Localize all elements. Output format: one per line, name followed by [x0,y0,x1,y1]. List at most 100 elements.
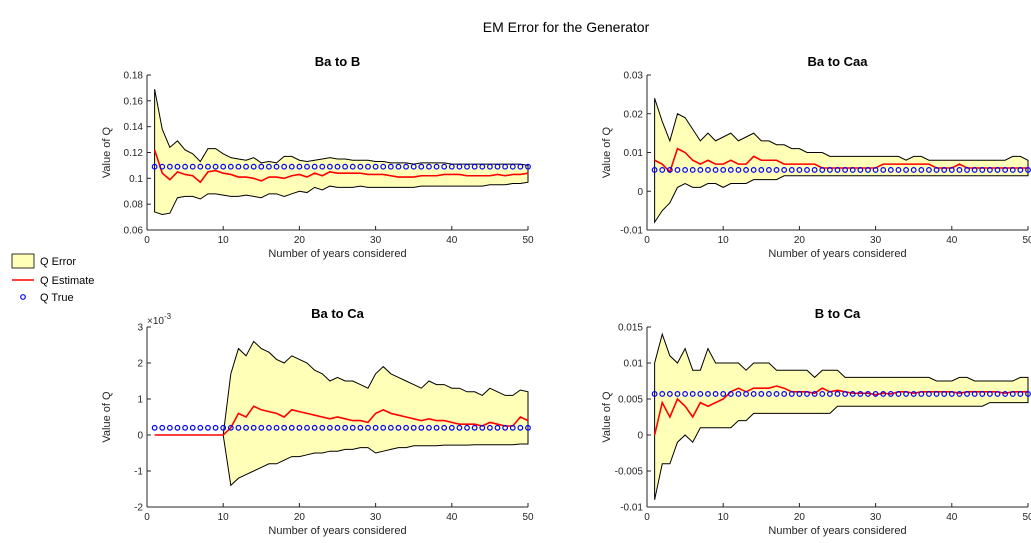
y-tick-label: -0.005 [615,467,644,478]
true-marker [387,424,394,431]
true-marker [494,424,501,431]
true-marker [720,167,727,173]
x-tick-label: 40 [446,512,458,523]
true-marker [1002,391,1009,397]
x-tick-label: 20 [294,512,306,523]
true-marker [281,424,288,431]
x-tick-label: 40 [946,512,958,523]
true-marker [689,167,696,173]
x-tick-label: 20 [794,235,806,246]
true-marker [448,163,455,170]
true-marker [174,163,181,170]
true-marker [471,424,478,431]
true-marker [288,424,295,431]
true-marker [266,424,272,431]
true-marker [865,391,871,397]
true-marker [197,163,204,170]
true-marker [326,163,333,170]
x-tick-label: 10 [218,512,230,523]
true-marker [834,391,841,397]
subplot-3: 0 10 20 30 40 50 -2 -1 0 1 2 3 ×10-3 Ba to Ca Number o… [101,306,534,537]
true-marker [410,163,417,170]
true-marker [750,167,757,173]
y-tick-label: 1 [137,395,143,406]
x-tick-label: 30 [370,235,382,246]
true-marker [380,163,387,170]
true-marker [682,391,688,397]
true-marker [220,424,227,431]
x-tick-label: 50 [1022,512,1031,523]
subplot-title: Ba to Caa [808,54,869,69]
x-tick-label: 30 [870,235,882,246]
true-marker [910,391,917,397]
true-marker [857,167,864,173]
true-marker [311,424,318,431]
y-tick-label: 0 [637,431,643,442]
x-tick-label: 40 [446,235,458,246]
y-tick-label: 0.1 [129,174,143,185]
true-marker [651,391,658,397]
legend: Q Error Q Estimate Q True [11,253,94,304]
true-marker [326,424,333,431]
true-marker [166,163,173,170]
y-tick-label: -0.01 [620,503,643,514]
x-tick-label: 0 [644,235,650,246]
true-marker [182,424,189,431]
true-marker [349,424,356,431]
true-marker [834,167,841,173]
true-marker [227,424,234,431]
true-marker [174,424,181,431]
true-marker [926,391,932,397]
true-marker [987,391,993,397]
true-marker [682,167,688,173]
true-marker [727,391,734,397]
y-tick-label: 0.12 [124,148,144,159]
legend-error-label: Q Error [40,256,76,268]
error-band [654,98,1029,224]
true-marker [933,167,940,173]
subplot-title: Ba to B [315,54,361,69]
true-marker [842,391,849,397]
true-marker [342,424,349,431]
true-marker [994,391,1001,397]
true-marker [712,391,719,397]
y-tick-label: 0.14 [124,122,144,133]
true-marker [948,391,955,397]
true-marker [1009,167,1016,173]
true-marker [365,424,371,431]
true-marker [895,391,902,397]
true-marker [895,167,902,173]
y-axis-label: Value of Q [601,126,613,178]
true-marker [1009,391,1016,397]
true-marker [220,163,227,170]
true-markers [151,163,531,170]
x-tick-label: 10 [718,235,730,246]
true-marker [659,167,666,173]
x-axis-label: Number of years considered [768,525,906,537]
true-marker [487,424,493,431]
true-marker [903,167,909,173]
true-marker [342,163,349,170]
true-marker [334,163,341,170]
true-marker [804,167,810,173]
true-marker [773,391,780,397]
true-marker [464,163,470,170]
true-marker [479,424,486,431]
y-tick-label: -2 [134,503,143,514]
true-markers [651,167,1031,173]
true-marker [674,391,681,397]
estimate-line [154,405,529,436]
y-tick-label: 0.01 [624,359,644,370]
true-marker [849,391,856,397]
true-marker [258,163,265,170]
true-marker [918,391,925,397]
x-tick-label: 10 [218,235,230,246]
true-marker [788,391,795,397]
true-marker [750,391,757,397]
true-marker [349,163,356,170]
true-marker [235,163,242,170]
true-marker [151,424,158,431]
y-tick-label: 3 [137,323,143,334]
true-marker [735,167,742,173]
